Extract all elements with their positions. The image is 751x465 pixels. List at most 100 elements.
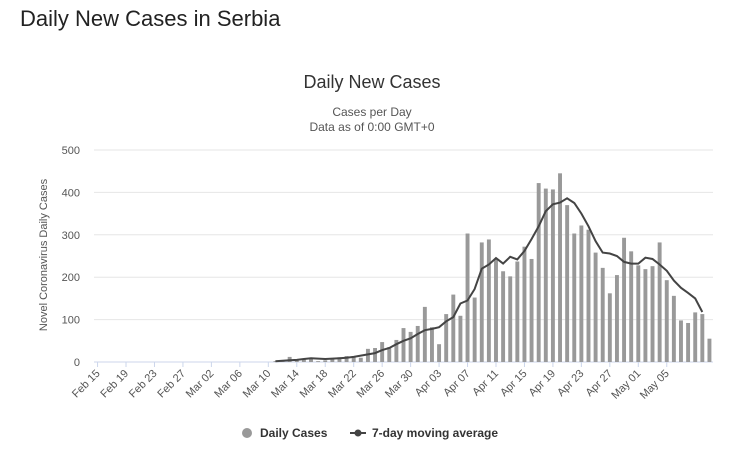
bar	[479, 242, 484, 362]
moving-average-line	[275, 197, 704, 363]
bar	[579, 225, 584, 362]
bar	[494, 258, 498, 362]
x-tick-label: Apr 23	[555, 368, 586, 399]
bar	[508, 276, 513, 362]
y-tick-label: 500	[62, 145, 80, 157]
x-tick-label: Mar 30	[383, 368, 416, 401]
page-title: Daily New Cases in Serbia	[20, 6, 281, 31]
x-tick-label: May 01	[609, 368, 643, 402]
x-tick-label: Mar 14	[269, 368, 302, 401]
x-tick-label: Mar 26	[355, 368, 388, 401]
bar	[650, 266, 655, 362]
bar	[671, 295, 676, 362]
bar	[550, 189, 555, 362]
bar	[401, 328, 406, 362]
x-tick-label: Mar 18	[298, 368, 331, 401]
y-tick-label: 100	[62, 315, 80, 327]
bar	[622, 237, 627, 362]
x-tick-label: Apr 07	[441, 368, 472, 399]
y-tick-label: 0	[74, 357, 80, 369]
bar	[337, 357, 342, 362]
bar	[529, 258, 534, 362]
bar	[394, 339, 399, 362]
bar	[344, 356, 349, 362]
bar	[408, 331, 413, 362]
bar	[309, 358, 313, 362]
x-tick-label: Apr 11	[470, 368, 501, 399]
chart-title: Daily New Cases	[303, 72, 440, 92]
bar	[373, 348, 377, 362]
bar	[501, 271, 506, 362]
y-tick-label: 200	[62, 272, 80, 284]
legend-label-daily-cases: Daily Cases	[260, 426, 328, 440]
bar	[351, 356, 356, 362]
bar	[565, 205, 570, 362]
y-tick-label: 400	[62, 187, 80, 199]
bar	[316, 361, 321, 362]
bar	[465, 233, 470, 362]
bar	[614, 275, 619, 362]
legend-item-moving-average[interactable]: 7-day moving average	[350, 426, 498, 440]
bar	[515, 261, 520, 362]
bar	[657, 242, 662, 362]
bar	[380, 342, 385, 362]
bar	[593, 252, 598, 362]
bar	[323, 360, 328, 362]
bar	[543, 188, 548, 362]
bar	[558, 173, 562, 362]
x-tick-label: Apr 19	[527, 368, 558, 399]
grid-layer	[94, 149, 713, 363]
bars-layer	[273, 173, 712, 362]
bar	[664, 280, 669, 362]
bar	[707, 338, 712, 362]
x-tick-label: Feb 19	[98, 368, 131, 401]
x-tick-label: Feb 23	[127, 368, 160, 401]
bar	[679, 320, 683, 362]
bar	[330, 358, 335, 362]
bar	[586, 229, 591, 362]
legend-marker-daily-cases	[242, 428, 252, 438]
bar	[636, 265, 641, 362]
bar	[472, 297, 477, 362]
bar	[643, 269, 648, 362]
x-tick-label: Mar 10	[241, 368, 274, 401]
x-tick-label: Apr 15	[498, 368, 529, 399]
bar	[387, 347, 392, 362]
y-tick-label: 300	[62, 230, 80, 242]
bar	[522, 246, 527, 362]
line-layer	[275, 197, 704, 363]
bar	[486, 239, 491, 362]
chart-subtitle-line1: Cases per Day	[332, 105, 411, 119]
legend-item-daily-cases[interactable]: Daily Cases	[242, 426, 328, 440]
x-tick-label: May 05	[638, 368, 672, 402]
bar	[693, 312, 698, 362]
bar	[437, 344, 442, 362]
bar	[458, 315, 463, 362]
bar	[365, 348, 370, 362]
y-axis-title: Novel Coronavirus Daily Cases	[38, 178, 50, 331]
x-tick-label: Mar 06	[212, 368, 245, 401]
x-tick-label: Feb 27	[155, 368, 188, 401]
bar	[430, 327, 434, 362]
bar	[572, 233, 577, 362]
bar	[536, 183, 541, 362]
bar	[600, 267, 605, 362]
bar	[415, 325, 420, 362]
bar	[451, 294, 456, 362]
bar	[358, 357, 363, 362]
legend-label-moving-average: 7-day moving average	[372, 426, 498, 440]
x-tick-label: Mar 02	[184, 368, 217, 401]
bar	[444, 314, 449, 362]
chart-subtitle-line2: Data as of 0:00 GMT+0	[309, 120, 434, 134]
bar	[629, 251, 634, 362]
legend-marker-moving-average	[354, 429, 362, 437]
legend: Daily Cases 7-day moving average	[242, 426, 498, 440]
bar	[422, 306, 427, 362]
bar	[686, 322, 691, 362]
bar	[294, 359, 299, 362]
bar	[607, 293, 612, 362]
x-tick-label: Apr 03	[413, 368, 444, 399]
bar	[700, 314, 705, 362]
x-tick-label: Mar 22	[326, 368, 359, 401]
